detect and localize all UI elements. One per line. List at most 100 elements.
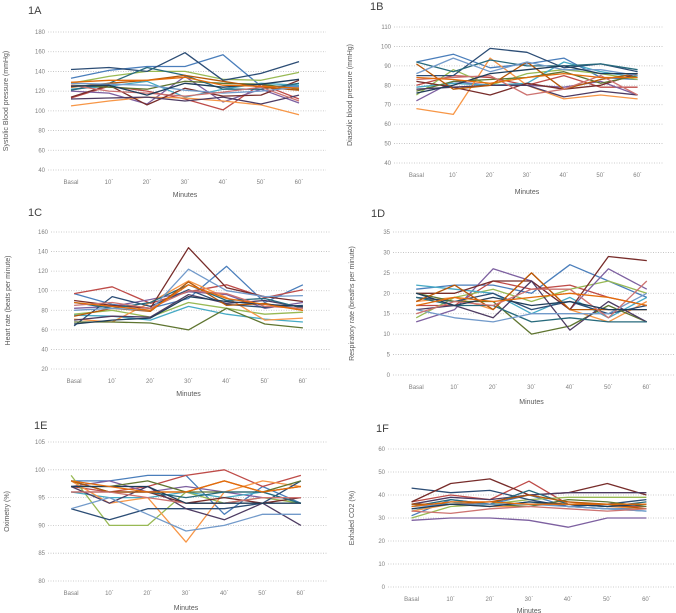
y-tick-label: 40 — [38, 168, 45, 174]
series-line-s13 — [416, 57, 638, 77]
chart-panel-1c: 1C 20 40 60 80 100 120 140 160 Basal 10´ 20´ 30´ 40´ 5… — [0, 200, 338, 405]
y-tick-label: 50 — [378, 470, 385, 476]
y-tick-label: 5 — [387, 353, 391, 359]
x-tick-label: 10´ — [108, 379, 117, 385]
x-tick-label: Basal — [404, 597, 419, 603]
series-line-s7 — [73, 289, 303, 327]
y-tick-label: 100 — [381, 44, 392, 50]
series-line-s6 — [70, 96, 300, 116]
x-tick-label: 40´ — [220, 591, 229, 597]
x-tick-label: 50´ — [596, 173, 605, 179]
x-tick-label: 40´ — [222, 379, 231, 385]
series-line-s16 — [411, 501, 647, 508]
x-tick-label: 30´ — [184, 379, 193, 385]
y-tick-label: 20 — [378, 539, 385, 545]
series-line-s16 — [70, 76, 300, 89]
y-tick-label: 100 — [35, 109, 46, 115]
x-tick-label: 20´ — [143, 591, 152, 597]
x-tick-label: 10´ — [105, 180, 114, 186]
series-line-s5 — [70, 80, 300, 98]
y-tick-label: 140 — [35, 69, 46, 75]
y-tick-label: 10 — [383, 332, 390, 338]
x-axis-title: Minutes — [519, 399, 544, 406]
y-tick-label: 110 — [381, 25, 391, 31]
x-axis-title: Minutes — [515, 189, 540, 196]
x-tick-label: 20´ — [486, 597, 495, 603]
y-tick-label: 10 — [378, 562, 385, 568]
series-line-s16 — [74, 284, 303, 311]
x-tick-label: 50´ — [604, 385, 613, 391]
y-tick-label: 25 — [383, 271, 390, 277]
series-line-s15 — [416, 65, 638, 94]
series-line-s16 — [416, 72, 638, 84]
x-tick-label: Basal — [64, 591, 79, 597]
x-tick-label: 20´ — [486, 173, 495, 179]
x-tick-label: Basal — [67, 379, 82, 385]
series-line-s11 — [416, 59, 638, 73]
y-tick-label: 100 — [35, 468, 46, 474]
y-tick-label: 40 — [378, 493, 385, 499]
y-tick-label: 140 — [38, 250, 49, 256]
x-tick-label: 30´ — [527, 385, 536, 391]
x-axis-title: Minutes — [173, 192, 198, 199]
x-tick-label: 60´ — [633, 173, 642, 179]
x-tick-label: 60´ — [642, 385, 651, 391]
series-line-s14 — [416, 74, 638, 96]
panel-label: 1D — [371, 208, 385, 220]
x-tick-label: 40´ — [566, 385, 575, 391]
series-line-s14 — [70, 84, 300, 102]
y-tick-label: 30 — [378, 516, 385, 522]
y-tick-label: 20 — [383, 291, 390, 297]
x-tick-label: 10´ — [450, 385, 459, 391]
x-tick-label: Basal — [63, 180, 78, 186]
series-line-s10 — [416, 84, 638, 98]
series-line-s4 — [411, 517, 647, 528]
series-line-s16 — [71, 480, 301, 493]
panel-label: 1E — [34, 420, 47, 432]
y-tick-label: 160 — [35, 50, 46, 56]
series-line-s4 — [71, 480, 301, 499]
x-tick-label: 40´ — [560, 173, 569, 179]
y-axis-title: Systolic Blood pressure (mmHg) — [3, 51, 10, 151]
y-axis-title: Exhaled CO2 (%) — [349, 491, 356, 545]
y-tick-label: 90 — [38, 523, 45, 529]
series-line-s3 — [74, 301, 303, 318]
y-tick-label: 105 — [35, 440, 46, 446]
series-line-s10 — [70, 94, 300, 105]
series-line-s13 — [70, 496, 301, 532]
y-tick-label: 60 — [384, 122, 391, 128]
x-tick-label: 50´ — [258, 591, 267, 597]
y-tick-label: 0 — [382, 585, 386, 591]
x-axis-title: Minutes — [174, 605, 199, 612]
chart-1a: 1A 40 60 80 100 120 140 160 180 Basal 10´ 20´ 30´ 40´… — [3, 5, 326, 199]
chart-panel-1f: 1F 0 10 20 30 40 50 60 Basal 10´ 20´ 30´ 40´ 50´ 60´ Mi… — [338, 405, 676, 613]
chart-1d: 1D 0 5 10 15 20 25 30 35 Basal 10´ 20´ 30´ 40´ 50´ 60´ M… — [349, 208, 674, 406]
x-tick-label: 30´ — [525, 597, 534, 603]
y-tick-label: 60 — [38, 148, 45, 154]
x-tick-label: 30´ — [523, 173, 532, 179]
y-axis-title: Heart rate (beats per minute) — [5, 256, 12, 346]
chart-1c: 1C 20 40 60 80 100 120 140 160 Basal 10´ 20´ 30´ 40´ 5… — [5, 207, 330, 398]
chart-panel-1d: 1D 0 5 10 15 20 25 30 35 Basal 10´ 20´ 30´ 40´ 50´ 60´ M… — [338, 200, 676, 406]
series-line-s6 — [70, 480, 301, 543]
x-tick-label: 30´ — [182, 591, 191, 597]
chart-panel-1a: 1A 40 60 80 100 120 140 160 180 Basal 10´ 20´ 30´ 40´… — [0, 0, 338, 200]
x-tick-label: 30´ — [181, 180, 190, 186]
x-tick-label: 10´ — [449, 173, 458, 179]
x-tick-label: Basal — [409, 385, 424, 391]
y-tick-label: 50 — [384, 142, 391, 148]
x-tick-label: 40´ — [564, 597, 573, 603]
series-line-s14 — [416, 280, 648, 319]
x-tick-label: 10´ — [105, 591, 114, 597]
series-line-s3 — [70, 70, 300, 84]
y-axis-title: Oximetry (%) — [4, 491, 11, 532]
series-line-s15 — [70, 78, 300, 96]
x-tick-label: 60´ — [295, 180, 304, 186]
y-tick-label: 80 — [41, 308, 48, 314]
x-axis-title: Minutes — [176, 391, 201, 398]
y-tick-label: 30 — [383, 250, 390, 256]
y-tick-label: 60 — [41, 328, 48, 334]
x-tick-label: 20´ — [146, 379, 155, 385]
y-tick-label: 70 — [384, 103, 391, 109]
y-axis-title: Respiratory rate (breaths per minute) — [349, 246, 356, 361]
